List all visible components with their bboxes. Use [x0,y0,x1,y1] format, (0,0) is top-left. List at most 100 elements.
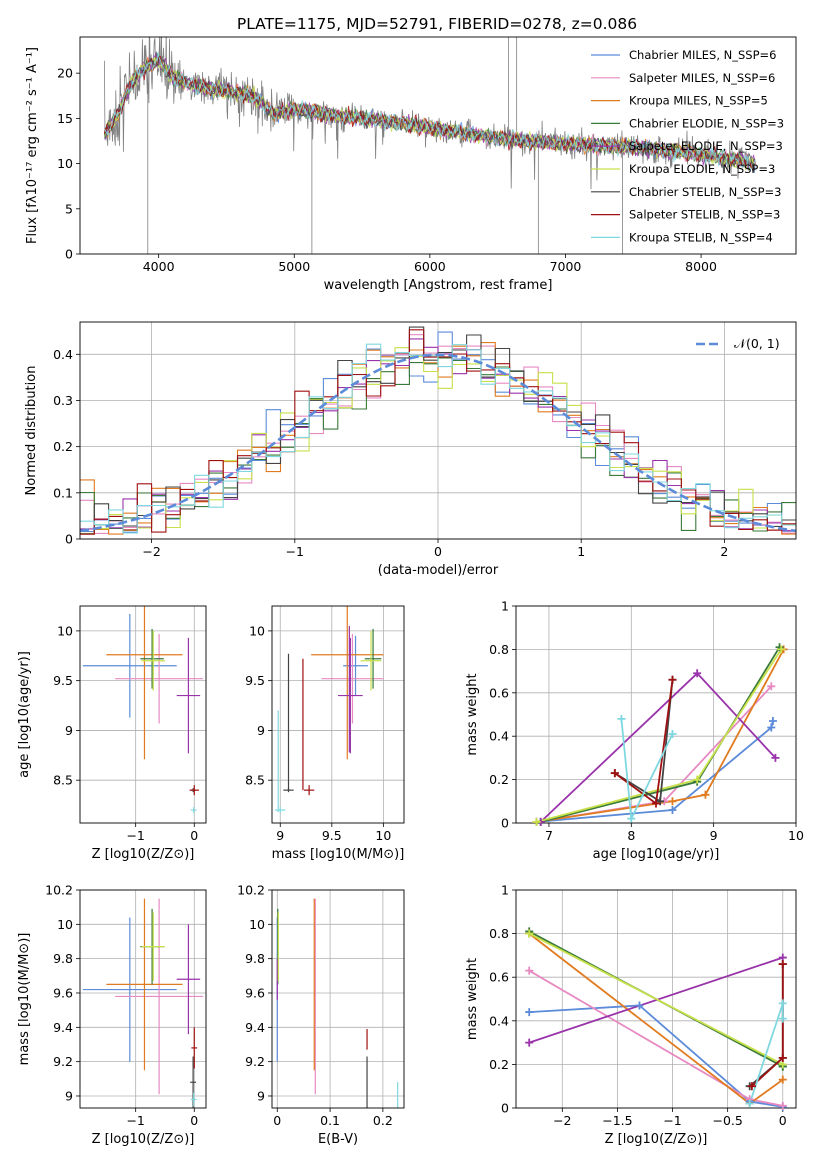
mass-weight-marker [778,999,787,1008]
figure-title: PLATE=1175, MJD=52791, FIBERID=0278, z=0… [237,15,637,33]
mass-weight-line [528,956,784,1044]
age_vs_mass-xtick-label: 9.5 [322,828,342,843]
mass-weight-marker [610,769,619,778]
age_vs_Z-ytick-label: 9 [65,723,73,738]
mass-weight-marker [525,1038,534,1047]
spectrum-panel: 4000 5000 6000 7000 8000 0 5 10 15 20 wavelength [… [25,36,797,293]
mass-weight-marker [525,1008,534,1017]
mass_vs_EBV-xlabel: E(B-V) [318,1132,358,1147]
mass_vs_Z-ytick-label: 10 [57,917,73,932]
weight_vs_age-ytick-label: 1 [501,599,509,614]
residuals-ytick-label: 0.1 [53,485,73,500]
mass-weight-marker [778,1053,787,1062]
age_vs_Z-ytick-label: 10 [57,623,73,638]
weight_vs_age-xtick-label: 9 [710,828,718,843]
legend-label: Chabrier ELODIE, N_SSP=3 [629,116,784,130]
spectrum-ytick-label: 10 [57,156,73,171]
mass-weight-marker [778,960,787,969]
mass_vs_Z-panel: −1 0 9 9.2 9.4 9.6 9.8 10 10.2 Z [log10(Z/Z⊙)] mas… [17,883,207,1147]
mass-weight-line [749,964,784,1087]
spectrum-ylabel: Flux [fλ10⁻¹⁷ erg cm⁻² s⁻¹ A⁻¹] [25,47,40,244]
spectrum-xtick-label: 4000 [143,259,175,274]
weight_vs_age-ytick-label: 0.2 [489,772,509,787]
weight_vs_age-ylabel: mass weight [465,673,480,755]
mass-weight-marker [635,1001,644,1010]
residuals-xtick-label: 2 [720,544,728,559]
age_vs_mass-xlabel: mass [log10(M/M⊙)] [272,847,405,862]
weight_vs_Z-ytick-label: 0.8 [489,926,509,941]
weight_vs_Z-ytick-label: 0 [501,1101,509,1116]
mass-weight-marker [777,645,786,654]
weight_vs_age-ytick-label: 0.6 [489,685,509,700]
weight_vs_age-xlabel: age [log10(age/yr)] [593,847,720,862]
age_vs_Z-ytick-label: 9.5 [53,673,73,688]
mass-weight-marker [745,1099,754,1108]
weight_vs_Z-xtick-label: −2 [553,1113,571,1128]
mass-weight-marker [771,753,780,762]
age_vs_Z-xtick-label: −1 [126,828,144,843]
mass-weight-marker [656,797,665,806]
weight_vs_Z-ytick-label: 1 [501,883,509,898]
weight_vs_Z-xtick-label: 0 [779,1113,787,1128]
mass-weight-marker [668,675,677,684]
mass_vs_Z-xlabel: Z [log10(Z/Z⊙)] [92,1132,195,1147]
mass-weight-line [528,969,783,1107]
mass-weight-marker [668,805,677,814]
residual-histogram-line [80,338,796,532]
legend-label: Salpeter MILES, N_SSP=6 [629,71,775,85]
mass_vs_EBV-plot-area [276,898,399,1108]
residuals-panel: −2 −1 0 1 2 0 0.1 0.2 0.3 0.4 (data-model)/error No… [24,321,797,578]
age_vs_Z-plot-area [82,606,204,814]
residuals-xlabel: (data-model)/error [378,563,499,578]
spectrum-xlabel: wavelength [Angstrom, rest frame] [324,278,553,293]
mass-weight-marker [778,1101,787,1110]
age_vs_mass-ytick-label: 9.5 [245,673,265,688]
spectrum-ytick-label: 20 [57,66,73,81]
mass_vs_Z-ytick-label: 10.2 [45,883,73,898]
weight_vs_Z-frame [515,889,797,1109]
residuals-xtick-label: −1 [286,544,304,559]
mass-weight-marker [778,1075,787,1084]
legend-label: Kroupa MILES, N_SSP=5 [629,94,768,108]
spectrum-ytick-label: 5 [65,201,73,216]
mass_vs_EBV-xtick-label: 0 [273,1113,281,1128]
weight_vs_Z-xtick-label: −0.5 [712,1113,742,1128]
residuals-plot-area [80,326,796,535]
spectrum-xtick-label: 6000 [414,259,446,274]
weight_vs_Z-ylabel: mass weight [465,958,480,1040]
mass-weight-marker [693,669,702,678]
age_vs_Z-xtick-label: 0 [190,828,198,843]
mass-weight-marker [701,790,710,799]
mass-weight-line [529,1004,783,1108]
age_vs_Z-ylabel: age [log10(age/yr)] [17,651,32,778]
mass-weight-marker [525,966,534,975]
mass_vs_EBV-ytick-label: 9 [257,1088,265,1103]
mass-weight-marker [747,1082,756,1091]
mass-weight-line [536,648,782,823]
mass_vs_Z-ytick-label: 9.2 [53,1054,73,1069]
residuals-xtick-label: −2 [142,544,160,559]
age_vs_Z-panel: −1 0 8.5 9 9.5 10 Z [log10(Z/Z⊙)] age [log10(ag… [17,605,207,862]
weight_vs_Z-panel: −2 −1.5 −1 −0.5 0 0 0.2 0.4 0.6 0.8 1 Z [log10(Z/Z⊙… [465,883,797,1147]
legend-label: Salpeter STELIB, N_SSP=3 [629,208,780,222]
weight_vs_age-panel: 7 8 9 10 0 0.2 0.4 0.6 0.8 1 age [log10(age/yr)] ma… [465,599,804,863]
spectrum-ytick-label: 0 [65,247,73,262]
age_vs_mass-xtick-label: 9 [276,828,284,843]
age_vs_Z-ytick-label: 8.5 [53,773,73,788]
mass_vs_EBV-ytick-label: 9.8 [245,951,265,966]
model-spectrum-line [104,52,756,171]
mass-weight-marker [532,817,541,826]
legend-label: Salpeter ELODIE, N_SSP=3 [629,139,783,153]
mass-weight-marker [768,717,777,726]
mass-weight-marker [627,814,636,823]
age_vs_mass-ytick-label: 8.5 [245,773,265,788]
age_vs_Z-frame [79,605,207,824]
mass_vs_EBV-ytick-label: 9.2 [245,1054,265,1069]
residual-histogram-line [80,343,796,534]
model-spectrum-line [103,56,756,171]
mass-weight-marker [668,730,677,739]
age_vs_mass-plot-area [275,606,384,814]
mass_vs_Z-xtick-label: 0 [190,1113,198,1128]
residuals-ytick-label: 0 [65,532,73,547]
residuals-ytick-label: 0.2 [53,439,73,454]
